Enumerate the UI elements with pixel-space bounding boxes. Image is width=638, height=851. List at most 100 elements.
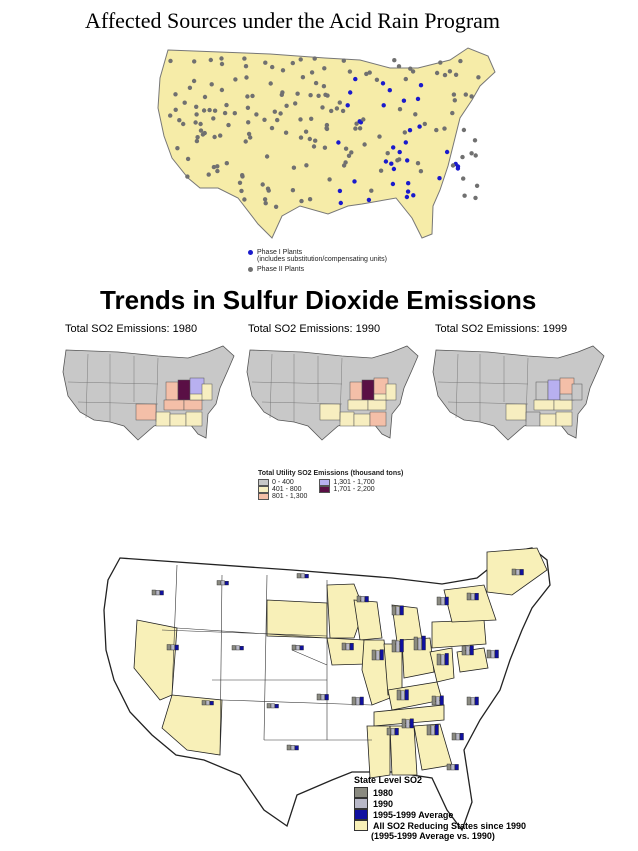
so2-bar — [300, 573, 305, 579]
plant-dot — [397, 149, 402, 155]
plant-dot — [396, 64, 402, 69]
so2-bar — [231, 645, 236, 651]
state-fill — [347, 399, 369, 411]
so2-bar — [220, 580, 225, 586]
so2-map-1990 — [246, 345, 419, 441]
state-fill — [165, 381, 179, 401]
so2-bar — [201, 700, 206, 706]
plant-dot — [346, 153, 352, 158]
so2-legend-title: Total Utility SO2 Emissions (thousand to… — [258, 470, 404, 477]
state-fill — [155, 411, 171, 427]
plant-dot — [246, 120, 251, 125]
plant-dot — [322, 145, 328, 150]
plant-dot — [357, 126, 363, 131]
plant-dot — [262, 117, 267, 123]
plant-dot — [405, 189, 411, 194]
plant-dot — [311, 144, 317, 149]
state-fill — [385, 383, 397, 401]
plant-dot — [476, 75, 481, 80]
so2-bar — [440, 597, 445, 606]
plant-dot — [353, 126, 358, 131]
state-ms — [366, 725, 391, 779]
legend-item-1995-1999: 1995-1999 Average — [354, 809, 526, 820]
so2-map-1980 — [62, 345, 235, 441]
state-fill — [505, 403, 527, 421]
so2-bar — [151, 589, 156, 596]
plant-dot — [473, 195, 478, 201]
plant-dot — [461, 127, 467, 133]
plant-dot — [401, 98, 407, 103]
plant-dot — [295, 91, 300, 96]
plant-dot — [268, 81, 273, 86]
map-label-1990: Total SO2 Emissions: 1990 — [248, 323, 381, 335]
plant-dot — [264, 154, 270, 159]
plant-dot — [343, 160, 348, 165]
so2-bar — [375, 650, 380, 661]
state-fill — [533, 399, 555, 411]
plant-dot — [472, 138, 478, 143]
so2-bar — [170, 644, 175, 651]
plant-dot — [293, 101, 298, 106]
plant-dot — [248, 135, 253, 140]
plant-dot — [187, 85, 193, 90]
legend-item-1301-1700: 1,301 - 1,700 — [319, 479, 375, 486]
so2-bar — [360, 596, 365, 603]
plant-dot — [390, 181, 396, 187]
plant-dot — [442, 72, 448, 78]
plant-dot — [290, 188, 296, 193]
state-fill — [339, 411, 355, 427]
plant-dot — [283, 130, 289, 135]
so2-bar — [401, 718, 406, 729]
plant-dot — [198, 128, 204, 133]
plant-dot — [340, 108, 346, 114]
so2-bar — [519, 569, 524, 576]
so2-bar — [390, 728, 395, 736]
so2-bar — [490, 650, 495, 659]
plant-dot — [397, 157, 402, 162]
plant-dot — [312, 56, 317, 61]
plant-dot — [392, 58, 397, 63]
legend-note: (1995-1999 Average vs. 1990) — [371, 831, 495, 841]
plant-dot — [316, 93, 321, 98]
so2-bar — [239, 645, 244, 651]
plant-dot — [362, 142, 367, 147]
so2-bar — [426, 724, 431, 736]
plant-dot — [367, 70, 372, 75]
so2-bar — [417, 637, 422, 651]
state-fill — [555, 411, 573, 427]
legend-item-1701-2200: 1,701 - 2,200 — [319, 486, 375, 493]
plant-dot — [173, 92, 178, 97]
plant-dot — [353, 76, 358, 82]
bar-clusters — [151, 568, 524, 771]
top-map-title: Affected Sources under the Acid Rain Pro… — [85, 8, 501, 33]
plant-dot — [349, 150, 354, 155]
so2-bar — [371, 649, 376, 661]
state-level-so2-map — [103, 547, 551, 832]
so2-bar — [266, 703, 271, 709]
plant-dot — [324, 126, 330, 132]
so2-bar — [421, 635, 426, 651]
so2-bar — [316, 693, 321, 701]
plant-dot — [334, 106, 340, 111]
plant-dot — [226, 122, 231, 128]
so2-bar — [386, 727, 391, 736]
so2-bar — [320, 694, 325, 701]
plant-dot — [336, 140, 341, 145]
plant-dot — [284, 103, 289, 109]
plant-dot — [337, 188, 343, 194]
state-fill — [201, 383, 213, 401]
plant-dot — [313, 80, 319, 86]
so2-bar — [391, 605, 396, 616]
so2-bar — [356, 595, 361, 603]
plant-dot — [462, 193, 467, 198]
plant-dot — [240, 173, 245, 178]
plant-dot — [455, 166, 461, 171]
so2-bar — [436, 596, 441, 606]
state-fill — [539, 413, 557, 427]
so2-bar — [159, 590, 164, 596]
plant-dot — [402, 130, 407, 135]
plant-dot — [307, 197, 313, 202]
plant-dot — [364, 71, 369, 77]
plant-dot — [438, 60, 443, 65]
plant-dot — [374, 77, 380, 82]
